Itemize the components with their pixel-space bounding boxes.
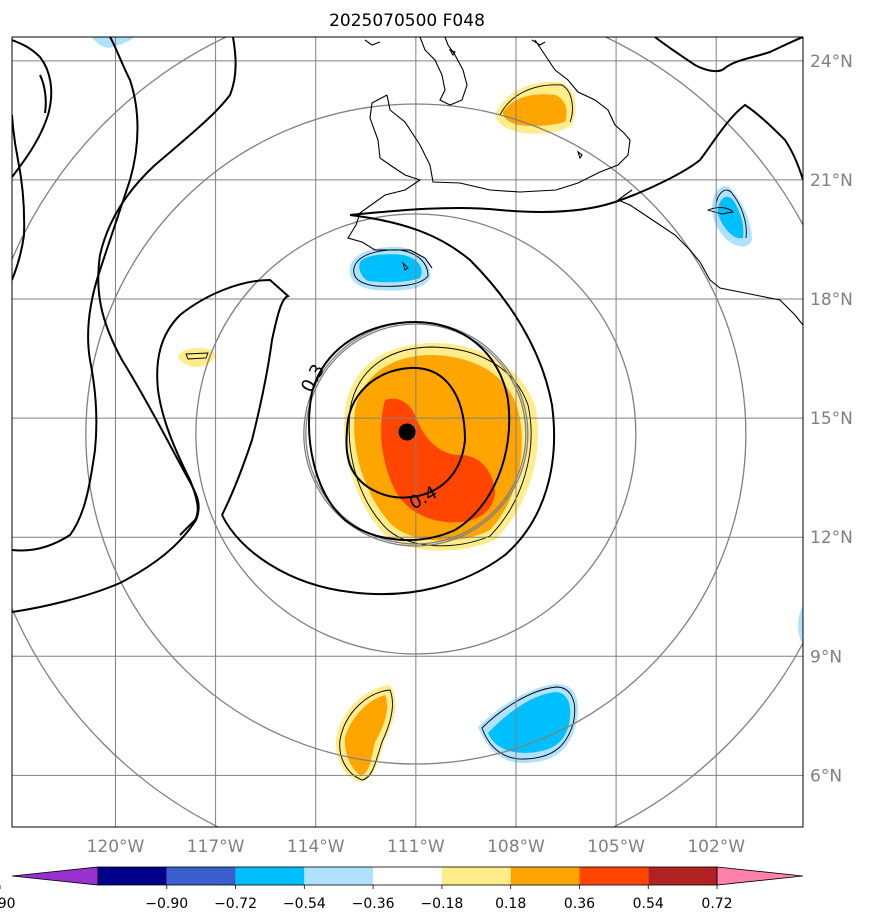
map-frame	[11, 36, 804, 828]
contour-west-3	[12, 114, 26, 281]
contour-0-2	[12, 37, 237, 613]
shade-cool-19n-mid	[359, 254, 422, 283]
colorbar-label-4: −0.18	[420, 896, 463, 912]
lat-label-1: 21°N	[810, 171, 853, 191]
colorbar-label-5: 0.18	[495, 896, 526, 912]
shade-sw-054	[344, 695, 388, 775]
contour-west-1	[12, 37, 139, 552]
contour-0-2-east	[349, 103, 803, 216]
colorbar-label-6: 0.36	[564, 896, 595, 912]
lon-label-4: 108°W	[487, 837, 545, 857]
map-area: 0.3 0.4	[12, 37, 803, 827]
contour-west-4	[39, 74, 47, 114]
colorbar-label-1: −0.72	[214, 896, 257, 912]
thick-contours	[12, 37, 803, 613]
shade-cool-rightedge	[798, 605, 803, 645]
colorbar-label-7: 0.54	[633, 896, 664, 912]
colorbar-extend-high	[716, 866, 804, 886]
colorbar-segment-2	[166, 867, 236, 885]
range-ring-1	[305, 323, 527, 545]
lat-label-2: 18°N	[810, 290, 853, 310]
colorbar: −0.90 −0.72 −0.54 −0.36 −0.18 0.18 0.36 0.54 0.7…	[0, 866, 804, 912]
colorbar-segment-9	[648, 867, 718, 885]
lat-label-4: 12°N	[810, 528, 853, 548]
lon-label-2: 114°W	[287, 837, 345, 857]
lat-label-3: 15°N	[810, 409, 853, 429]
storm-center-marker	[398, 423, 416, 441]
colorbar-label-8: 0.72	[701, 896, 732, 912]
range-ring-3	[85, 103, 747, 765]
shade-cool-east-mid	[717, 196, 744, 239]
shade-cool-south-mid	[488, 692, 571, 753]
lon-label-0: 120°W	[87, 837, 145, 857]
colorbar-label-3: −0.36	[352, 896, 395, 912]
colorbar-segment-5	[373, 867, 442, 885]
contour-west-2	[12, 39, 53, 178]
range-rings	[12, 37, 803, 827]
lon-label-6: 102°W	[687, 837, 745, 857]
contour-northeast	[654, 37, 803, 73]
colorbar-segment-6	[441, 867, 511, 885]
latitude-labels: 24°N 21°N 18°N 15°N 12°N 9°N 6°N	[810, 52, 853, 787]
shade-north-054	[503, 94, 567, 126]
coastline	[347, 37, 803, 326]
map-title: 2025070500 F048	[329, 11, 485, 31]
longitude-labels: 120°W 117°W 114°W 111°W 108°W 105°W 102°W	[87, 837, 746, 857]
contour-0-3-ring	[221, 214, 556, 596]
colorbar-segment-1	[97, 867, 167, 885]
colorbar-segment-7	[510, 867, 580, 885]
graticule	[12, 37, 803, 827]
contour-innermost	[345, 366, 467, 499]
colorbar-extend-low	[11, 866, 99, 886]
lat-label-0: 24°N	[810, 52, 853, 72]
lat-label-6: 6°N	[810, 766, 842, 786]
colorbar-label-2: −0.54	[283, 896, 326, 912]
colorbar-segment-3	[235, 867, 305, 885]
colorbar-label-9: 0.90	[0, 896, 16, 912]
lat-label-5: 9°N	[810, 647, 842, 667]
colorbar-segment-4	[304, 867, 374, 885]
colorbar-segment-8	[579, 867, 649, 885]
contour-0-4	[308, 320, 511, 542]
contour-0-3	[156, 278, 290, 536]
lon-label-5: 105°W	[587, 837, 645, 857]
colorbar-label-0: −0.90	[145, 896, 188, 912]
lon-label-1: 117°W	[187, 837, 245, 857]
range-ring-2	[195, 213, 637, 655]
colorbar-outline	[97, 866, 718, 886]
shaded-field	[92, 37, 803, 782]
lon-label-3: 111°W	[387, 837, 445, 857]
